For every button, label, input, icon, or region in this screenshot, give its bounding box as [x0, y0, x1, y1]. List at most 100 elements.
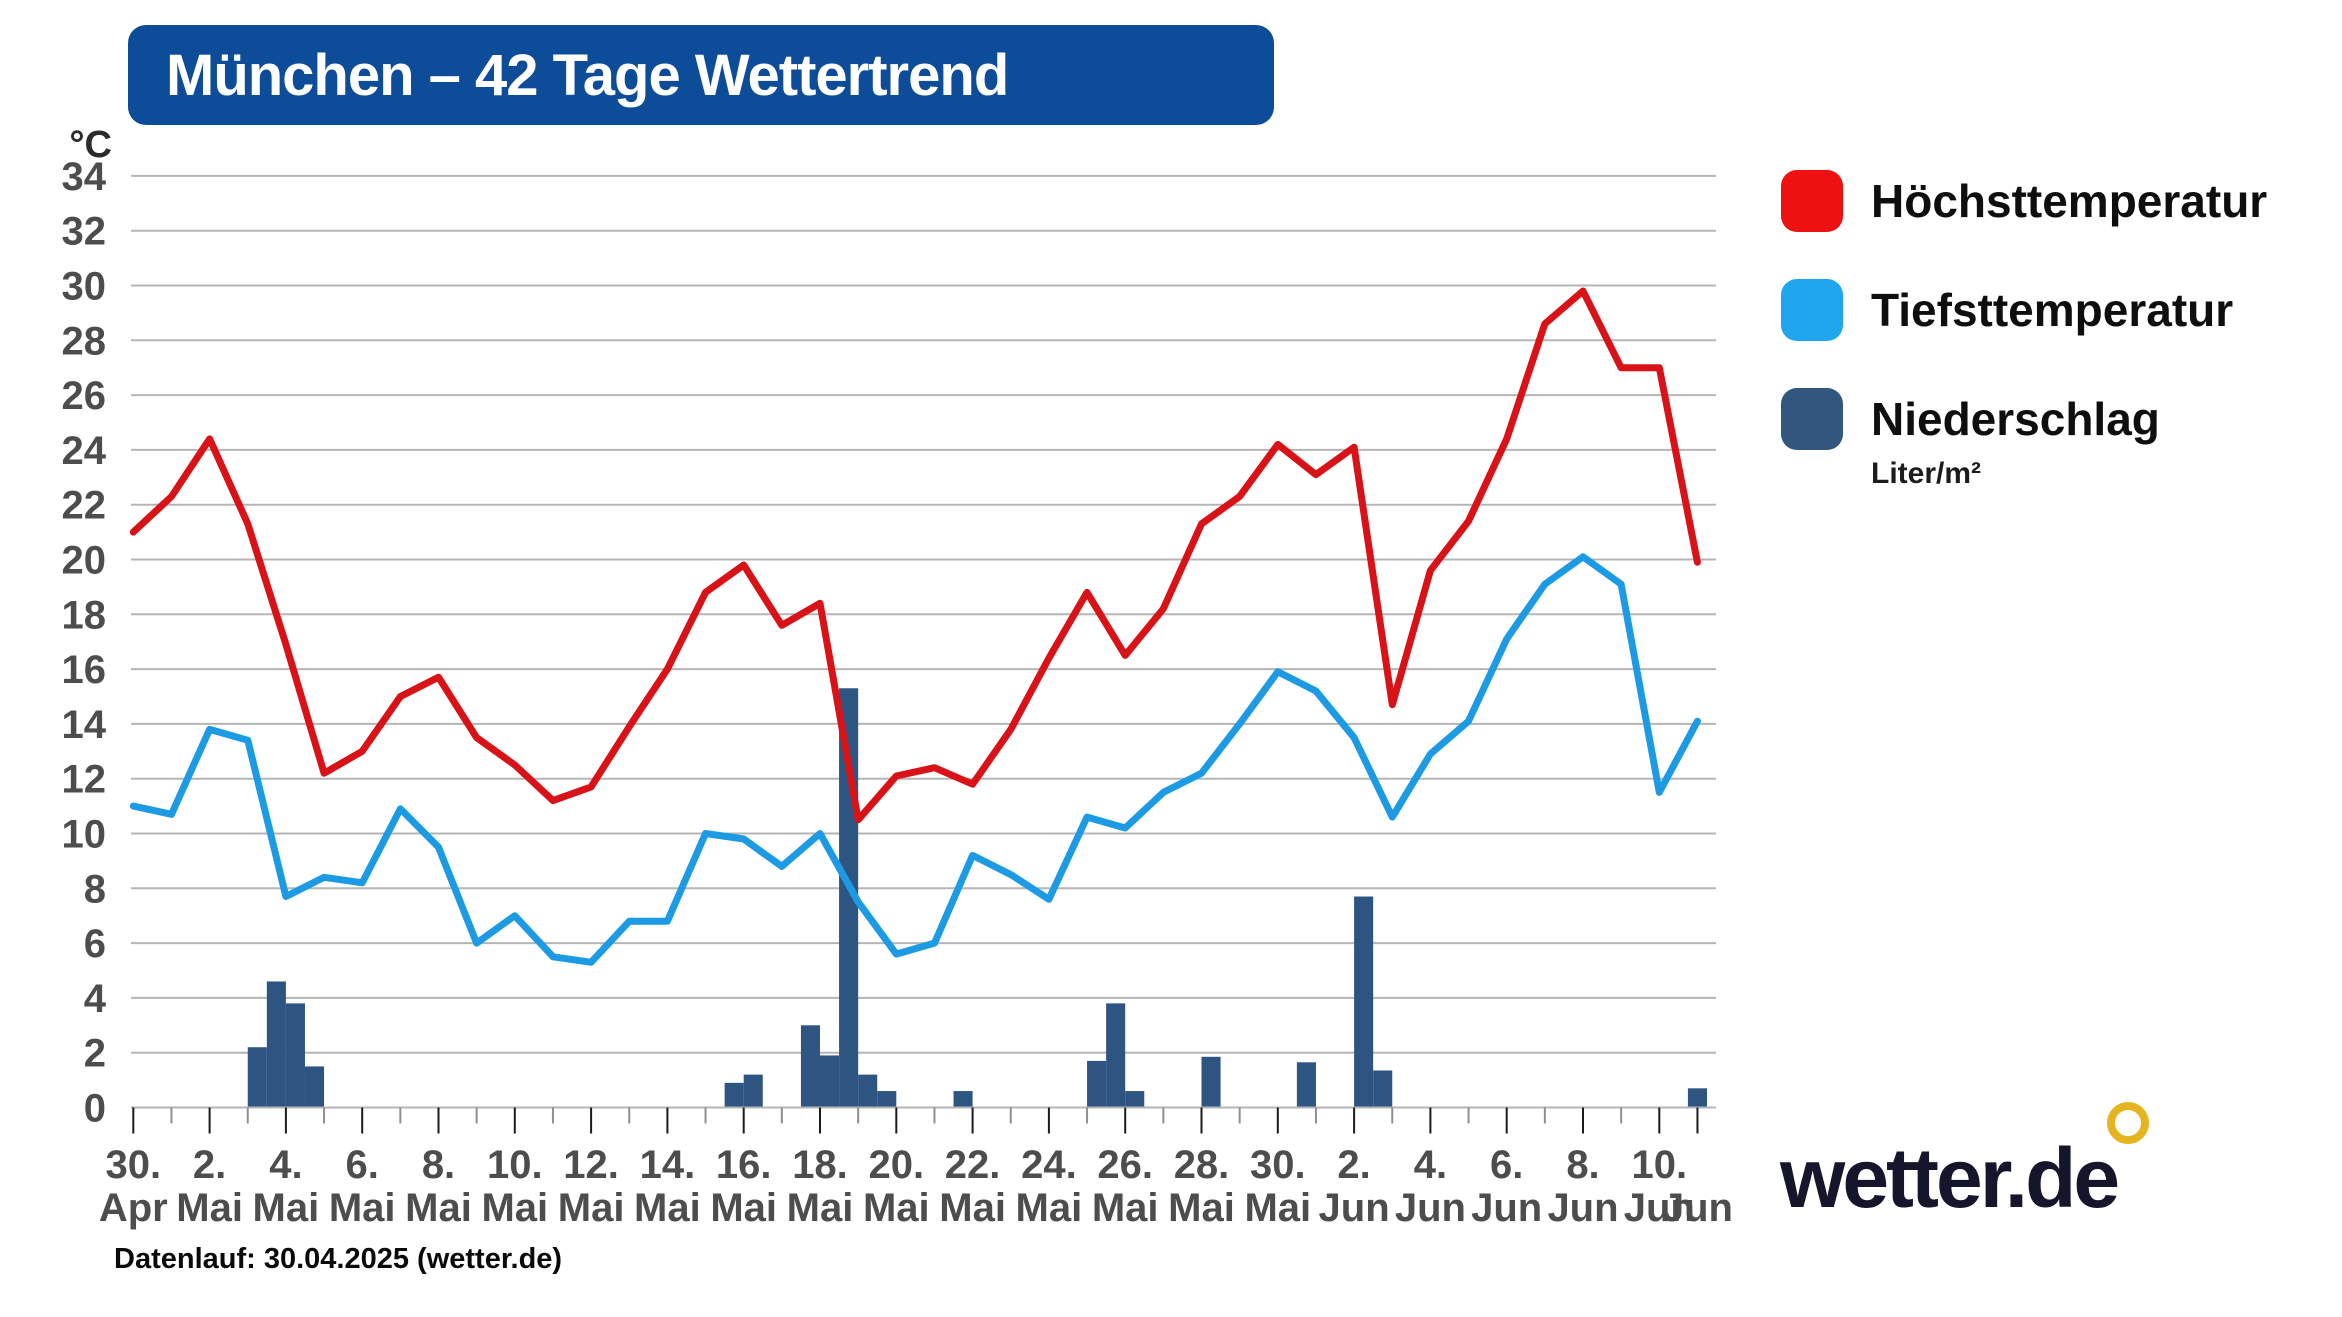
legend-label-precipitation: Niederschlag — [1871, 393, 2160, 445]
legend-item-min-temp: Tiefsttemperatur — [1781, 279, 2341, 341]
x-tick-month: Mai — [1244, 1186, 1311, 1230]
y-tick-label: 34 — [62, 155, 107, 199]
x-tick-month: Mai — [253, 1186, 320, 1230]
y-tick-label: 4 — [84, 977, 107, 1021]
precipitation-bar — [743, 1074, 763, 1108]
precipitation-bar — [247, 1047, 267, 1108]
x-tick-month: Mai — [405, 1186, 472, 1230]
x-tick-day: 6. — [1490, 1143, 1523, 1187]
legend-label-max-temp: Höchsttemperatur — [1871, 175, 2268, 227]
max-temp-line — [129, 287, 1701, 824]
x-tick-day: 28. — [1174, 1143, 1230, 1187]
precipitation-bar — [266, 981, 286, 1108]
x-tick-day: 30. — [1250, 1143, 1306, 1187]
y-tick-label: 6 — [84, 922, 106, 966]
x-tick-day: 16. — [716, 1143, 772, 1187]
precipitation-bar — [1087, 1060, 1107, 1108]
x-tick-month: Mai — [1092, 1186, 1159, 1230]
x-tick-month: Mai — [329, 1186, 396, 1230]
x-tick-day: 12. — [563, 1143, 619, 1187]
min-temp-swatch-icon — [1781, 279, 1843, 341]
precipitation-bar — [724, 1082, 744, 1108]
x-tick-day: 2. — [193, 1143, 226, 1187]
y-tick-label: 24 — [62, 429, 107, 473]
title-banner: München – 42 Tage Wettertrend — [128, 25, 1274, 125]
y-tick-label: 22 — [62, 484, 107, 528]
y-tick-label: 2 — [84, 1032, 106, 1076]
precipitation-bars — [247, 688, 1707, 1108]
x-tick-day: 26. — [1097, 1143, 1153, 1187]
x-tick-day: 18. — [792, 1143, 848, 1187]
min-temp-line — [129, 553, 1701, 966]
x-tick-day: 24. — [1021, 1143, 1077, 1187]
precipitation-bar — [1125, 1091, 1145, 1108]
y-tick-label: 8 — [84, 867, 106, 911]
y-tick-label: 0 — [84, 1087, 106, 1131]
precipitation-bar — [1687, 1088, 1707, 1108]
x-tick-day: 30. — [105, 1143, 161, 1187]
x-tick-day: 4. — [1414, 1143, 1447, 1187]
precipitation-bar — [953, 1091, 973, 1108]
precipitation-bar — [1373, 1070, 1393, 1108]
precipitation-bar — [800, 1025, 820, 1108]
x-tick-month: Mai — [710, 1186, 777, 1230]
y-tick-label: 10 — [62, 813, 107, 857]
precipitation-bar — [877, 1091, 897, 1108]
logo-text: wetter.de — [1780, 1131, 2120, 1225]
x-tick-month: Jun — [1471, 1186, 1542, 1230]
x-tick-month: Jun — [1624, 1186, 1695, 1230]
x-tick-month: Jun — [1395, 1186, 1466, 1230]
data-run-note: Datenlauf: 30.04.2025 (wetter.de) — [114, 1243, 563, 1275]
gridlines — [131, 174, 1716, 1109]
max-temp-swatch-icon — [1781, 170, 1843, 232]
x-tick-day: 4. — [269, 1143, 302, 1187]
y-tick-label: 16 — [62, 648, 107, 692]
precipitation-bar — [820, 1055, 840, 1108]
x-tick-month: Mai — [1016, 1186, 1083, 1230]
legend-item-precipitation: Niederschlag — [1781, 388, 2341, 450]
x-tick-day: 8. — [1566, 1143, 1599, 1187]
wetter-de-logo: wetter.de — [1780, 1096, 2200, 1236]
x-tick-month: Apr — [99, 1186, 168, 1230]
y-tick-label: 12 — [62, 758, 107, 802]
x-tick-month: Mai — [481, 1186, 548, 1230]
y-tick-label: 18 — [62, 593, 107, 637]
precipitation-bar — [1296, 1062, 1316, 1108]
x-tick-month: Mai — [863, 1186, 930, 1230]
precipitation-bar — [858, 1074, 878, 1108]
temperature-lines — [129, 287, 1701, 966]
x-tick-day: 20. — [868, 1143, 924, 1187]
precipitation-bar — [304, 1066, 325, 1108]
x-tick-day: 6. — [346, 1143, 379, 1187]
x-tick-month: Mai — [1168, 1186, 1235, 1230]
x-tick-day: 14. — [640, 1143, 696, 1187]
x-tick-month: Jun — [1319, 1186, 1390, 1230]
precipitation-bar — [1106, 1003, 1126, 1108]
x-tick-month: Jun — [1662, 1186, 1733, 1230]
legend-label-min-temp: Tiefsttemperatur — [1871, 284, 2234, 336]
x-tick-day: 8. — [422, 1143, 455, 1187]
x-tick-day: 22. — [945, 1143, 1001, 1187]
x-tick-day: 10. — [1631, 1143, 1687, 1187]
precipitation-swatch-icon — [1781, 388, 1843, 450]
y-axis-unit: °C — [69, 124, 112, 166]
precipitation-bar — [1354, 896, 1374, 1108]
y-tick-label: 30 — [62, 265, 107, 309]
x-tick-month: Mai — [634, 1186, 701, 1230]
legend-item-max-temp: Höchsttemperatur — [1781, 170, 2341, 232]
x-axis-ticks — [131, 1106, 1716, 1134]
precipitation-bar — [1201, 1056, 1221, 1108]
y-tick-label: 20 — [62, 539, 107, 583]
precipitation-unit: Liter/m² — [1871, 457, 1982, 490]
logo-ring-icon — [2107, 1102, 2149, 1144]
page-title: München – 42 Tage Wettertrend — [166, 42, 1009, 108]
x-tick-month: Mai — [939, 1186, 1006, 1230]
x-tick-month: Mai — [787, 1186, 854, 1230]
x-tick-month: Jun — [1547, 1186, 1618, 1230]
x-tick-month: Mai — [558, 1186, 625, 1230]
y-tick-label: 14 — [62, 703, 107, 747]
x-axis-labels: 30.Apr2.Mai4.Mai6.Mai8.Mai10.Mai12.Mai14… — [99, 1143, 1733, 1230]
y-tick-label: 26 — [62, 374, 107, 418]
